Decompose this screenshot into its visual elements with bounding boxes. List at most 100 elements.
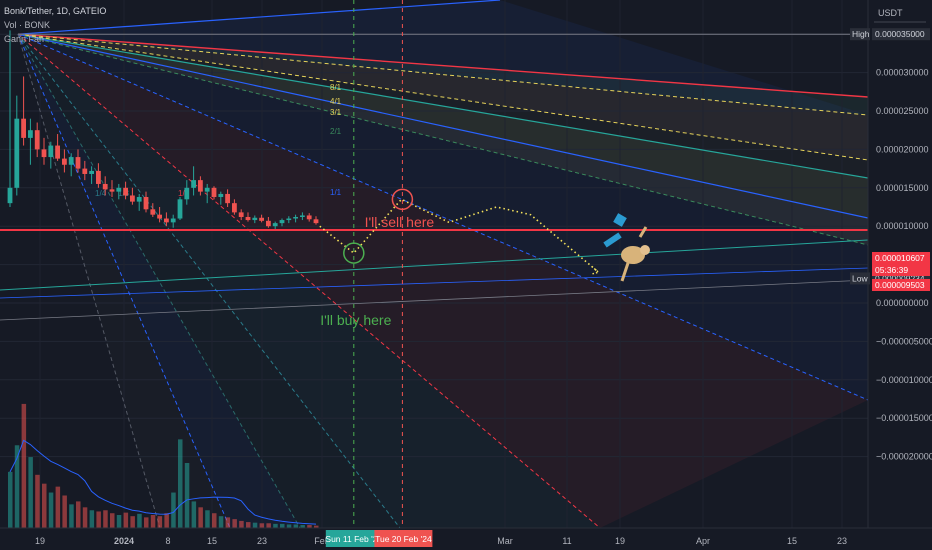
price-tick-label: −0.000020000 xyxy=(876,452,932,462)
candle-body xyxy=(41,149,47,158)
volume-bar xyxy=(286,524,292,528)
candle-body xyxy=(34,130,40,150)
price-tick-label: 0.000025000 xyxy=(876,106,929,116)
time-tick-label: 23 xyxy=(837,536,847,546)
volume-bar xyxy=(314,525,319,528)
time-tick-label: 19 xyxy=(35,536,45,546)
symbol-title: Bonk/Tether, 1D, GATEIO xyxy=(4,6,107,16)
volume-bar xyxy=(21,403,27,528)
gann-line xyxy=(17,0,501,35)
price-tick-label: −0.000010000 xyxy=(876,375,932,385)
volume-bar xyxy=(76,501,81,528)
gann-line xyxy=(17,33,868,219)
candle-body xyxy=(62,158,67,165)
volume-bar xyxy=(48,492,54,528)
gann-line xyxy=(17,33,868,161)
time-tick-label: Mar xyxy=(497,536,513,546)
volume-bar xyxy=(246,522,251,528)
candle-body xyxy=(89,170,94,174)
candle-body xyxy=(82,168,88,174)
countdown-bg xyxy=(872,264,930,276)
buy-date-label: Sun 11 Feb '24 xyxy=(325,534,382,544)
price-tick-label: −0.000005000 xyxy=(876,336,932,346)
volume-bar xyxy=(280,523,285,528)
time-tick-label: 11 xyxy=(562,536,571,546)
high-value: 0.000035000 xyxy=(875,29,925,39)
candle-body xyxy=(150,209,156,215)
fan-zone xyxy=(18,0,868,115)
candle-body xyxy=(177,199,183,219)
candle-body xyxy=(306,215,312,220)
candle-body xyxy=(96,170,101,184)
time-tick-label: 15 xyxy=(787,536,797,546)
candle-body xyxy=(136,197,142,202)
gann-line xyxy=(17,33,868,401)
candle-body xyxy=(14,118,20,188)
volume-bar xyxy=(252,522,258,528)
volume-bar xyxy=(184,463,190,528)
volume-bar xyxy=(218,516,224,528)
candle-body xyxy=(225,193,230,204)
candle-body xyxy=(191,180,196,188)
volume-bar xyxy=(259,523,265,528)
indicator-legend: Gann Fan xyxy=(4,34,45,44)
candle-body xyxy=(48,145,54,158)
buy-date-badge xyxy=(325,530,382,547)
figure-part xyxy=(620,262,630,282)
volume-bar xyxy=(157,516,163,528)
candle-body xyxy=(279,220,285,224)
gann-label: 8/1 xyxy=(330,83,342,92)
time-tick-label: 15 xyxy=(207,536,217,546)
volume-bar xyxy=(164,513,169,528)
volume-bar xyxy=(62,495,67,528)
time-tick-label: Feb xyxy=(314,536,330,546)
gann-line xyxy=(17,33,868,98)
candle-body xyxy=(184,187,190,200)
candle-body xyxy=(55,145,60,159)
fan-zone xyxy=(18,34,868,161)
forecast-arrowhead xyxy=(590,265,601,275)
gann-line xyxy=(17,34,231,528)
time-tick-label: Apr xyxy=(696,536,710,546)
gann-label: 1/4 xyxy=(95,189,107,198)
candle-body xyxy=(123,187,128,196)
gann-label: 1/2 xyxy=(178,189,190,198)
volume-bar xyxy=(171,492,176,528)
candle-body xyxy=(109,189,115,192)
volume-bar xyxy=(273,523,278,528)
prev-value-bg xyxy=(872,279,930,291)
time-axis-panel xyxy=(0,528,932,550)
gann-line xyxy=(17,33,401,528)
volume-bar xyxy=(239,520,244,528)
volume-bar xyxy=(55,486,61,528)
volume-bar xyxy=(232,519,237,528)
time-tick-label: 8 xyxy=(165,536,170,546)
volume-bar xyxy=(82,507,88,528)
gann-label: 1/1 xyxy=(330,188,342,197)
falling-person-illustration xyxy=(603,213,650,282)
low-label-bg xyxy=(850,272,870,285)
gann-line xyxy=(17,34,161,528)
sell-date-badge xyxy=(374,530,433,547)
volume-bar xyxy=(191,501,197,528)
figure-part xyxy=(640,245,650,255)
candle-body xyxy=(272,223,278,227)
candle-body xyxy=(198,180,203,192)
candle-body xyxy=(75,157,81,169)
candle-body xyxy=(211,187,217,198)
volume-bar xyxy=(123,512,129,528)
volume-bar xyxy=(8,471,13,528)
price-axis-currency: USDT xyxy=(878,8,903,18)
candle-body xyxy=(204,187,210,192)
volume-bar xyxy=(28,457,33,528)
volume-bar xyxy=(42,483,47,528)
candle-body xyxy=(259,217,264,221)
candle-body xyxy=(7,187,13,204)
gann-line xyxy=(17,33,868,246)
candle-body xyxy=(68,157,74,165)
gann-label: 4/1 xyxy=(330,97,342,106)
sell-circle xyxy=(391,188,414,211)
price-tick-label: 0.000030000 xyxy=(876,68,929,78)
